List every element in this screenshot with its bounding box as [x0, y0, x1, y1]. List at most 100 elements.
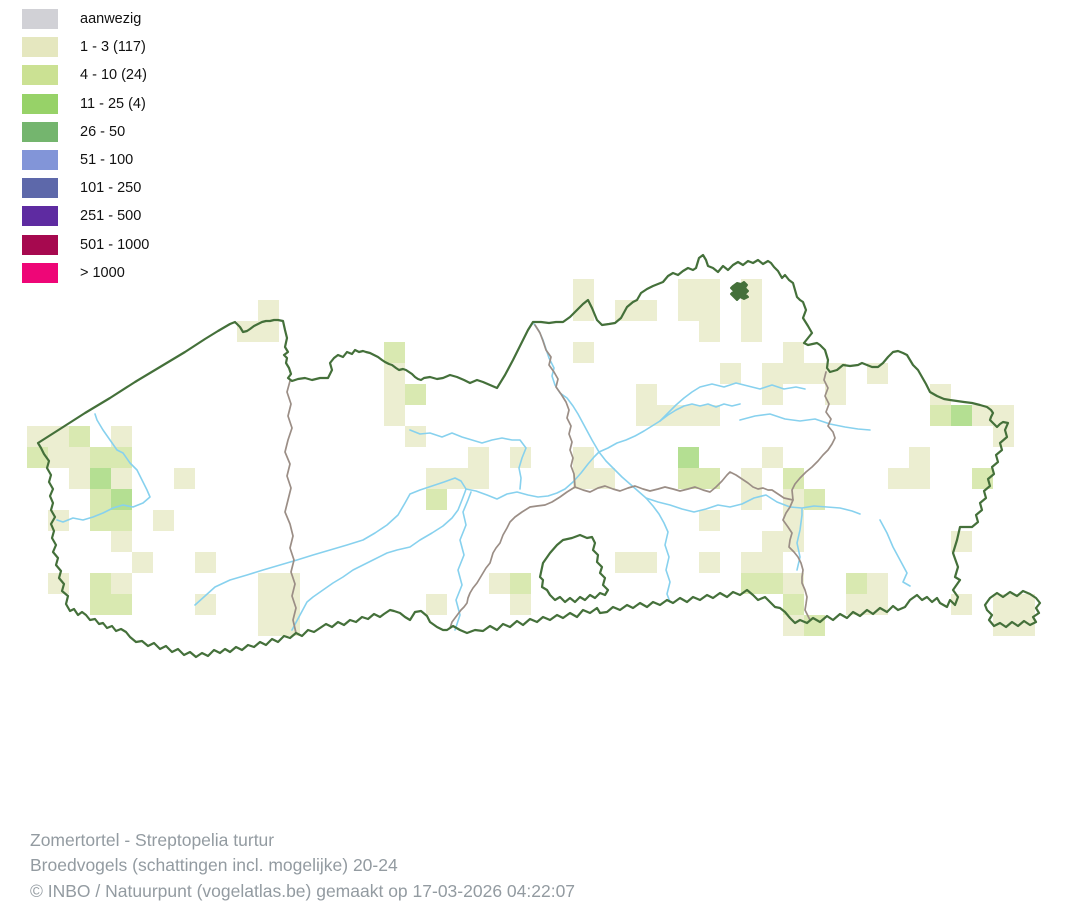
grid-cell [174, 468, 195, 489]
caption-credits: © INBO / Natuurpunt (vogelatlas.be) gema… [30, 880, 576, 901]
river-line [645, 494, 861, 515]
river-line [291, 488, 467, 631]
grid-cell [678, 300, 699, 321]
legend-swatch-icon [22, 262, 58, 283]
grid-cell [741, 468, 762, 489]
legend-swatch-icon [22, 150, 58, 171]
legend-label: > 1000 [80, 264, 125, 281]
river-line [194, 477, 467, 606]
grid-cell [27, 426, 48, 447]
grid-cell [846, 573, 867, 594]
grid-cell [930, 405, 951, 426]
legend-swatch-icon [22, 178, 58, 199]
grid-cell [867, 573, 888, 594]
grid-cell [111, 426, 132, 447]
grid-cell [258, 573, 279, 594]
legend-label: aanwezig [80, 11, 142, 28]
grid-cell [783, 363, 804, 384]
grid-cell [69, 468, 90, 489]
grid-cell [573, 447, 594, 468]
province-border [284, 380, 297, 634]
grid-cell [27, 447, 48, 468]
grid-cell [1014, 615, 1035, 636]
grid-cell [258, 615, 279, 636]
grid-cell [636, 405, 657, 426]
grid-cell [699, 552, 720, 573]
river-line [598, 451, 671, 603]
legend-item-101-250: 101 - 250 [22, 174, 149, 202]
grid-cell [468, 468, 489, 489]
grid-cell [90, 447, 111, 468]
grid-cell [762, 363, 783, 384]
legend: aanwezig 1 - 3 (117) 4 - 10 (24) 11 - 25 (4… [22, 5, 149, 287]
grid-cell [783, 615, 804, 636]
legend-label: 4 - 10 (24) [80, 67, 147, 84]
legend-swatch-icon [22, 121, 58, 142]
grid-cell [384, 342, 405, 363]
grid-cell [153, 510, 174, 531]
grid-cell [636, 384, 657, 405]
legend-item-251-500: 251 - 500 [22, 202, 149, 230]
grid-cell [951, 531, 972, 552]
grid-cell [678, 279, 699, 300]
grid-cell [48, 426, 69, 447]
grid-cell [258, 300, 279, 321]
grid-cell [258, 321, 279, 342]
atlas-grid-cells [27, 279, 1035, 636]
grid-cell [489, 573, 510, 594]
grid-cell [384, 384, 405, 405]
legend-item-4-10: 4 - 10 (24) [22, 61, 149, 89]
grid-cell [762, 552, 783, 573]
grid-cell [636, 300, 657, 321]
grid-cell [594, 468, 615, 489]
flanders-border [36, 253, 1010, 659]
baarle-hertog-enclave [730, 281, 749, 301]
voeren-enclave-border [983, 589, 1042, 629]
grid-cell [972, 405, 993, 426]
grid-cell [426, 468, 447, 489]
legend-swatch-icon [22, 206, 58, 227]
grid-cell [678, 447, 699, 468]
grid-cell [846, 594, 867, 615]
grid-cell [867, 363, 888, 384]
grid-cell [573, 342, 594, 363]
grid-cell [783, 468, 804, 489]
caption-species: Zomertortel - Streptopelia turtur [30, 830, 275, 850]
grid-cell [279, 594, 300, 615]
grid-cell [510, 573, 531, 594]
grid-cell [426, 594, 447, 615]
grid-cell [741, 300, 762, 321]
legend-item-aanwezig: aanwezig [22, 5, 149, 33]
grid-cell [762, 384, 783, 405]
grid-cell [699, 321, 720, 342]
grid-cell [972, 468, 993, 489]
grid-cell [90, 468, 111, 489]
grid-cell [1014, 594, 1035, 615]
grid-cell [111, 489, 132, 510]
grid-cell [888, 468, 909, 489]
grid-cell [699, 300, 720, 321]
brussels-enclave-border [538, 533, 610, 604]
legend-label: 11 - 25 (4) [80, 95, 146, 112]
grid-cell [195, 552, 216, 573]
grid-cell [405, 384, 426, 405]
grid-cell [195, 594, 216, 615]
grid-cell [615, 552, 636, 573]
legend-label: 26 - 50 [80, 123, 126, 140]
grid-cell [993, 426, 1014, 447]
river-line [739, 413, 871, 431]
river-line [879, 519, 911, 587]
grid-cell [909, 468, 930, 489]
legend-swatch-icon [22, 37, 58, 58]
grid-cell [426, 489, 447, 510]
legend-label: 251 - 500 [80, 208, 142, 225]
grid-cell [636, 552, 657, 573]
grid-cell [762, 447, 783, 468]
grid-cell [762, 573, 783, 594]
grid-cell [720, 363, 741, 384]
grid-cell [825, 384, 846, 405]
legend-item-11-25: 11 - 25 (4) [22, 90, 149, 118]
legend-label: 1 - 3 (117) [80, 39, 146, 56]
